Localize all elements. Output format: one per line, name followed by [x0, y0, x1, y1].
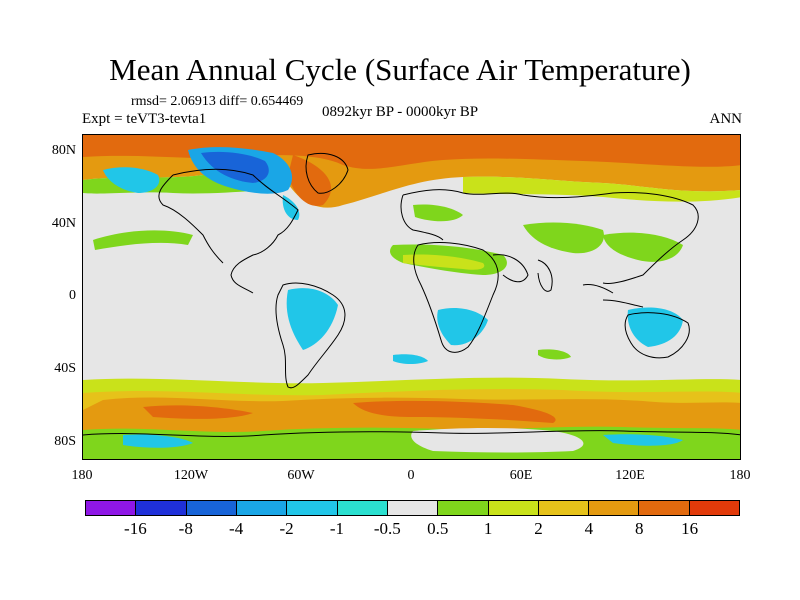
- colorbar-label: 0.5: [427, 519, 449, 538]
- colorbar-label: 16: [681, 519, 699, 538]
- colorbar-cell: [186, 501, 237, 515]
- colorbar-cell: [136, 501, 187, 515]
- colorbar-label: 8: [634, 519, 644, 538]
- lon-label-180w: 180: [71, 468, 93, 483]
- lon-label-180e: 180: [729, 468, 751, 483]
- colorbar-cell: [438, 501, 489, 515]
- lat-label-40s: 40S: [54, 361, 76, 376]
- colorbar-label: -8: [178, 519, 193, 538]
- colorbar-cell: [387, 501, 439, 515]
- colorbar-label: -2: [279, 519, 294, 538]
- temperature-anomaly-map: [82, 134, 741, 460]
- lon-label-60w: 60W: [287, 468, 315, 483]
- colorbar-cell: [589, 501, 640, 515]
- lon-label-120e: 120E: [615, 468, 645, 483]
- colorbar-label: -1: [329, 519, 344, 538]
- colorbar-cell: [689, 501, 740, 515]
- map-fields: [83, 135, 740, 459]
- lat-label-40n: 40N: [51, 216, 76, 231]
- colorbar-label: 1: [483, 519, 493, 538]
- lon-label-120w: 120W: [173, 468, 209, 483]
- lon-label-0: 0: [407, 468, 415, 483]
- colorbar-cell: [236, 501, 288, 515]
- lat-label-80s: 80S: [54, 434, 76, 449]
- colorbar-label: 4: [584, 519, 594, 538]
- colorbar-cell: [538, 501, 590, 515]
- time-period-label: 0892kyr BP - 0000kyr BP: [322, 104, 479, 120]
- colorbar-label: -4: [229, 519, 244, 538]
- plot-title: Mean Annual Cycle (Surface Air Temperatu…: [109, 52, 691, 87]
- season-label: ANN: [709, 111, 743, 127]
- lat-label-0: 0: [69, 288, 76, 303]
- experiment-label: Expt = teVT3-tevta1: [82, 111, 207, 127]
- colorbar-cell: [639, 501, 690, 515]
- lat-label-80n: 80N: [51, 143, 76, 158]
- colorbar-cell: [488, 501, 539, 515]
- colorbar: [85, 500, 740, 516]
- colorbar-label: -16: [124, 519, 147, 538]
- colorbar-label: 2: [534, 519, 543, 538]
- lon-label-60e: 60E: [509, 468, 533, 483]
- rmsd-diff-stats: rmsd= 2.06913 diff= 0.654469: [131, 94, 304, 109]
- colorbar-cell: [337, 501, 388, 515]
- colorbar-cell: [86, 501, 137, 515]
- colorbar-label: -0.5: [373, 519, 401, 538]
- colorbar-cell: [287, 501, 338, 515]
